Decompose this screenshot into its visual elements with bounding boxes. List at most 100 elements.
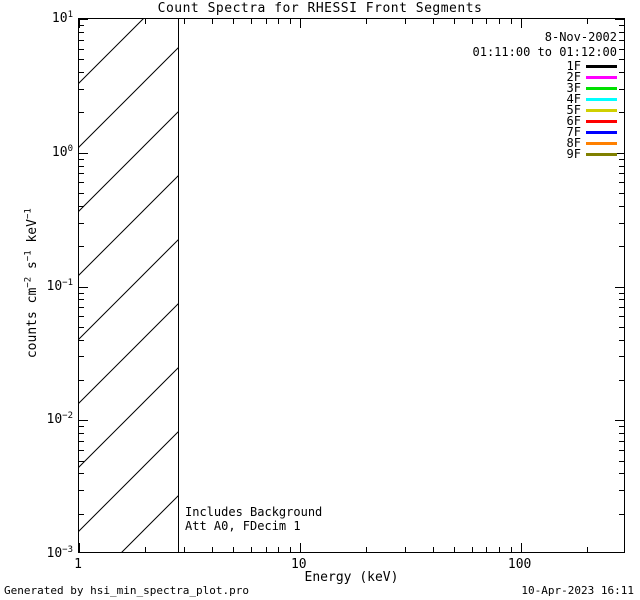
y-tick-minor-right: [619, 433, 624, 435]
legend-item-8f[interactable]: 8F: [566, 136, 617, 150]
y-tick-minor-right: [619, 25, 624, 27]
page-title: Count Spectra for RHESSI Front Segments: [157, 1, 483, 16]
y-tick-minor-right: [619, 31, 624, 33]
legend-color-swatch: [586, 131, 617, 134]
legend-item-label: 8F: [566, 136, 581, 150]
y-tick-minor: [79, 426, 84, 428]
y-tick-minor: [79, 31, 84, 33]
y-tick-major-right: [615, 152, 624, 154]
legend-item-9f[interactable]: 9F: [567, 148, 617, 160]
y-tick-label: 10−3: [46, 544, 74, 562]
x-tick-minor: [145, 547, 147, 552]
x-tick-label: 10: [290, 557, 307, 572]
y-axis-title: counts cm−2 s−1 keV−1: [24, 143, 40, 423]
x-tick-minor-top: [510, 19, 512, 24]
annotation-includes-background: Includes Background: [185, 505, 323, 519]
y-tick-minor: [79, 59, 84, 61]
x-tick-label: 1: [74, 557, 82, 572]
hatch-region-boundary-line: [178, 19, 179, 552]
y-tick-major-right: [615, 19, 624, 20]
x-tick-minor: [265, 547, 267, 552]
legend-item-4f[interactable]: 4F: [566, 92, 617, 106]
x-tick-minor: [510, 547, 512, 552]
legend-item-1f[interactable]: 1F: [566, 59, 617, 73]
x-tick-minor-top: [184, 19, 186, 24]
observation-date: 8-Nov-2002: [544, 30, 617, 44]
y-tick-major-right: [615, 286, 624, 288]
x-tick-minor-top: [250, 19, 252, 24]
x-tick-minor-top: [499, 19, 501, 24]
legend-item-label: 7F: [566, 125, 581, 139]
y-tick-minor: [79, 72, 84, 74]
y-tick-minor: [79, 193, 84, 194]
y-tick-minor: [79, 48, 84, 50]
x-tick-minor: [184, 547, 186, 552]
x-tick-minor: [233, 547, 235, 552]
y-tick-minor-right: [619, 292, 624, 294]
y-tick-minor-right: [619, 440, 624, 442]
y-tick-minor: [79, 88, 84, 90]
y-axis-title-text: counts cm−2 s−1 keV−1: [23, 208, 41, 359]
x-tick-minor: [405, 547, 407, 552]
y-tick-minor-right: [619, 316, 624, 318]
y-tick-minor-right: [619, 182, 624, 184]
y-tick-minor: [79, 173, 84, 175]
x-tick-minor-top: [486, 19, 488, 24]
legend-item-label: 6F: [566, 114, 581, 128]
y-tick-minor: [79, 222, 84, 224]
y-tick-minor: [79, 299, 84, 301]
x-tick-minor: [432, 547, 434, 552]
y-tick-minor-right: [619, 173, 624, 175]
legend-item-label: 1F: [566, 59, 581, 73]
x-tick-minor-top: [289, 19, 291, 24]
y-tick-minor-right: [619, 426, 624, 428]
x-tick-minor-top: [471, 19, 473, 24]
legend-item-label: 4F: [566, 92, 581, 106]
y-tick-minor: [79, 473, 84, 475]
y-tick-major: [79, 152, 88, 154]
y-tick-label: 100: [51, 143, 73, 160]
y-tick-major: [79, 420, 88, 422]
x-tick-minor-top: [233, 19, 235, 24]
x-tick-minor: [250, 547, 252, 552]
y-tick-minor-right: [619, 449, 624, 451]
legend-color-swatch: [586, 65, 617, 68]
x-tick-major: [520, 543, 522, 552]
y-tick-minor-right: [619, 48, 624, 50]
y-tick-minor: [79, 39, 84, 41]
y-tick-minor: [79, 356, 84, 358]
legend-color-swatch: [586, 120, 617, 123]
y-tick-minor: [79, 339, 84, 341]
y-tick-minor: [79, 440, 84, 442]
legend-item-2f[interactable]: 2F: [567, 71, 617, 83]
legend-item-3f[interactable]: 3F: [567, 82, 617, 94]
y-tick-minor: [79, 460, 84, 462]
y-tick-minor-right: [619, 222, 624, 224]
y-tick-minor: [79, 326, 84, 328]
legend-item-6f[interactable]: 6F: [566, 114, 617, 128]
legend-item-7f[interactable]: 7F: [566, 125, 617, 139]
y-tick-minor-right: [619, 165, 624, 167]
x-tick-major-top: [520, 19, 522, 28]
x-axis-title: Energy (keV): [304, 570, 399, 585]
x-tick-minor-top: [587, 19, 589, 24]
x-tick-minor-top: [145, 19, 147, 24]
legend-item-5f[interactable]: 5F: [567, 104, 617, 116]
y-tick-minor-right: [619, 307, 624, 309]
x-tick-minor-top: [278, 19, 280, 24]
y-tick-minor: [79, 158, 84, 160]
y-tick-minor-right: [619, 339, 624, 341]
x-tick-major-top: [79, 19, 80, 28]
excluded-energy-hatch-region: [79, 19, 179, 552]
x-tick-minor: [486, 547, 488, 552]
y-tick-minor-right: [619, 299, 624, 301]
y-tick-minor-right: [619, 356, 624, 358]
y-tick-minor: [79, 25, 84, 27]
y-tick-minor: [79, 513, 84, 515]
y-tick-minor-right: [619, 59, 624, 61]
y-tick-minor: [79, 307, 84, 309]
x-tick-major-top: [299, 19, 301, 28]
y-tick-minor: [79, 112, 84, 114]
y-tick-minor: [79, 182, 84, 184]
y-tick-label: 10−1: [46, 277, 74, 294]
